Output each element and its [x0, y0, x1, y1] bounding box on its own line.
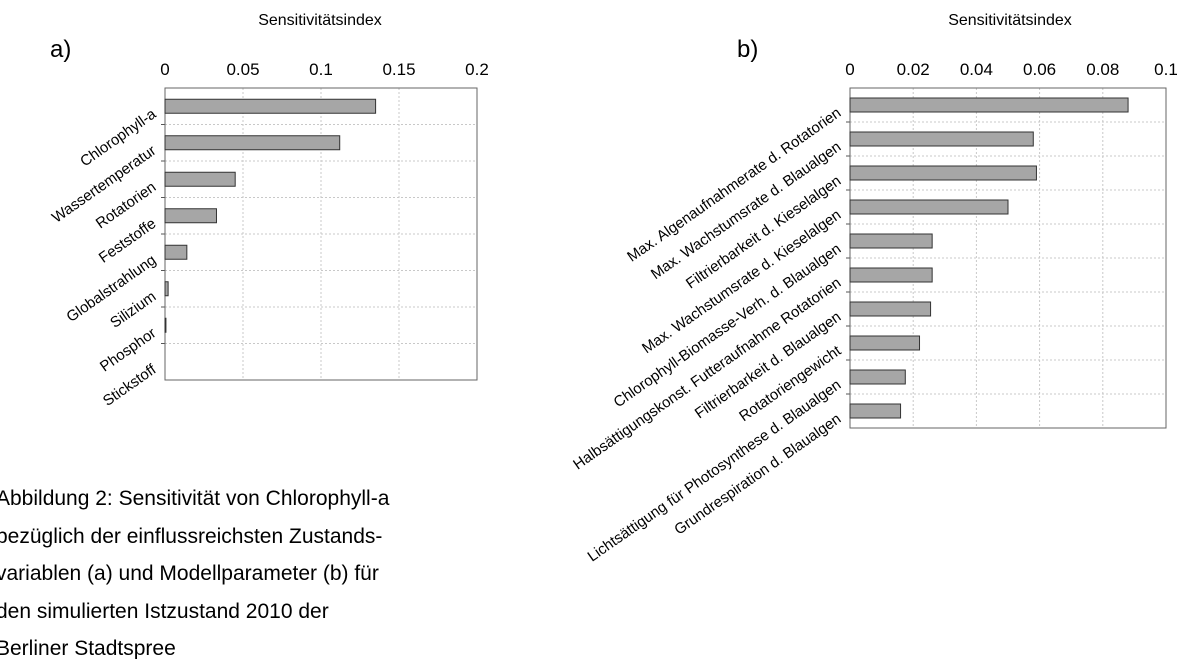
bar	[849, 97, 1129, 113]
bar	[164, 135, 341, 151]
bar	[849, 131, 1034, 147]
bar	[849, 301, 932, 317]
caption-line: variablen (a) und Modellparameter (b) fü…	[0, 562, 379, 585]
x-tick-label: 0.1	[309, 60, 333, 79]
x-tick-label: 0	[845, 60, 854, 79]
caption-line: bezüglich der einflussreichsten Zustands…	[0, 525, 382, 548]
bar	[849, 233, 933, 249]
plot-frame	[164, 87, 478, 381]
bar	[164, 208, 217, 224]
x-tick-label: 0.08	[1086, 60, 1119, 79]
axis-title: Sensitivitätsindex	[948, 12, 1072, 29]
caption-line: den simulierten Istzustand 2010 der	[0, 600, 329, 623]
bar	[164, 98, 377, 114]
caption-line: Berliner Stadtspree	[0, 637, 176, 659]
x-tick-label: 0.02	[897, 60, 930, 79]
x-tick-label: 0.15	[382, 60, 415, 79]
bar	[849, 403, 902, 419]
bar	[164, 171, 236, 187]
axis-title: Sensitivitätsindex	[258, 12, 382, 29]
bar	[849, 165, 1037, 181]
bar	[164, 317, 167, 333]
x-tick-label: 0.06	[1023, 60, 1056, 79]
panel-label: b)	[737, 36, 758, 63]
bar	[164, 281, 169, 297]
x-tick-label: 0.1	[1154, 60, 1178, 79]
bar	[849, 199, 1009, 215]
x-tick-label: 0.04	[960, 60, 993, 79]
panel-label: a)	[50, 36, 71, 63]
bar	[849, 267, 933, 283]
x-tick-label: 0.05	[226, 60, 259, 79]
x-tick-label: 0	[160, 60, 169, 79]
bar	[164, 244, 188, 260]
plot-frame	[849, 87, 1167, 429]
bar	[849, 335, 921, 351]
x-tick-label: 0.2	[465, 60, 489, 79]
bar	[849, 369, 906, 385]
caption-line: Abbildung 2: Sensitivität von Chlorophyl…	[0, 487, 390, 510]
